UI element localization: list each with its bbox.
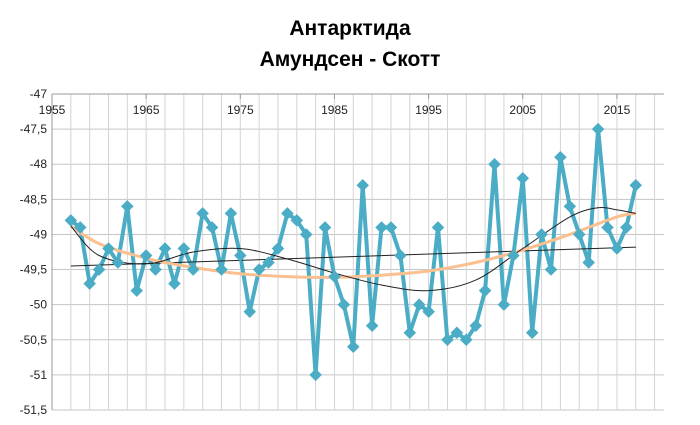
data-point [196, 207, 209, 220]
data-point [102, 242, 115, 255]
y-tick-label: -49 [30, 227, 48, 241]
data-point [488, 157, 501, 171]
data-point [478, 284, 492, 297]
data-point [365, 319, 379, 333]
data-point [215, 263, 228, 276]
data-point [450, 326, 464, 340]
polynomial-trend-line-2 [70, 206, 636, 292]
data-point [149, 263, 162, 276]
data-point [629, 178, 643, 192]
axis-labels: -47 -47,5 -48 -48,5 -49 -49,5 -50 -50,5 -51 -51,5… [20, 87, 631, 417]
data-point [158, 242, 172, 255]
data-point [507, 249, 520, 262]
data-point [83, 277, 97, 290]
data-point [441, 333, 454, 347]
data-point [563, 200, 577, 213]
data-point [252, 263, 266, 276]
y-tick-label: -51,5 [20, 403, 48, 417]
data-point [262, 256, 275, 269]
data-point [139, 249, 153, 262]
data-point [554, 150, 567, 164]
data-point [243, 305, 257, 319]
data-point [281, 207, 294, 220]
y-tick-label: -51 [30, 368, 48, 382]
chart-subtitle: Амундсен - Скотт [260, 48, 441, 71]
data-point [168, 277, 181, 290]
x-tick-label: 2015 [604, 103, 631, 117]
data-point [469, 319, 483, 333]
y-tick-label: -50,5 [20, 333, 48, 347]
data-point [205, 221, 219, 234]
series-layer [64, 122, 643, 382]
y-tick-label: -47,5 [20, 122, 48, 136]
data-point [73, 221, 87, 234]
data-point [572, 228, 586, 241]
data-point [610, 242, 624, 255]
data-point [328, 270, 341, 283]
data-point [337, 298, 351, 312]
x-tick-label: 1995 [415, 103, 442, 117]
data-point [394, 249, 407, 262]
data-point [299, 228, 313, 241]
data-point [356, 178, 370, 192]
data-point [431, 221, 445, 234]
data-point [111, 256, 125, 269]
data-point [177, 242, 191, 255]
data-point [412, 298, 426, 312]
x-tick-label: 1965 [133, 103, 160, 117]
data-point [375, 221, 388, 234]
y-tick-label: -49,5 [20, 263, 48, 277]
x-tick-label: 1975 [227, 103, 254, 117]
x-tick-label: 2005 [509, 103, 536, 117]
data-point [318, 221, 332, 234]
data-point [525, 326, 539, 340]
data-point [535, 228, 548, 241]
data-point [591, 122, 605, 136]
data-point [516, 171, 530, 185]
data-point [186, 263, 200, 276]
data-point [271, 242, 285, 255]
data-point [544, 263, 558, 276]
y-tick-label: -48,5 [20, 192, 48, 206]
data-point [64, 214, 78, 227]
x-tick-label: 1955 [39, 103, 66, 117]
data-point [346, 340, 360, 354]
y-tick-label: -48 [30, 157, 48, 171]
y-tick-label: -47 [30, 87, 48, 101]
data-point [233, 249, 247, 262]
x-tick-label: 1985 [321, 103, 348, 117]
data-point [290, 214, 304, 227]
data-point [224, 207, 238, 220]
data-point [459, 333, 473, 347]
polynomial-trend-line [69, 211, 637, 279]
data-point [403, 326, 417, 340]
data-point [92, 263, 106, 276]
data-point [601, 221, 614, 234]
data-point [619, 221, 633, 234]
data-point [497, 298, 511, 312]
data-point [120, 200, 134, 213]
y-tick-label: -50 [30, 298, 48, 312]
data-point [422, 305, 435, 319]
chart-title: Антарктида [289, 17, 411, 40]
data-point [130, 284, 144, 297]
data-point [582, 256, 596, 269]
data-point [309, 368, 322, 382]
data-point [384, 221, 398, 234]
